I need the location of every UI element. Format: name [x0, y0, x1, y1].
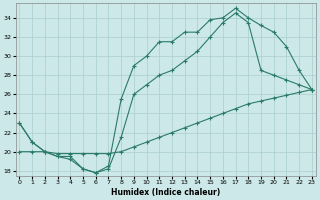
X-axis label: Humidex (Indice chaleur): Humidex (Indice chaleur)	[111, 188, 220, 197]
